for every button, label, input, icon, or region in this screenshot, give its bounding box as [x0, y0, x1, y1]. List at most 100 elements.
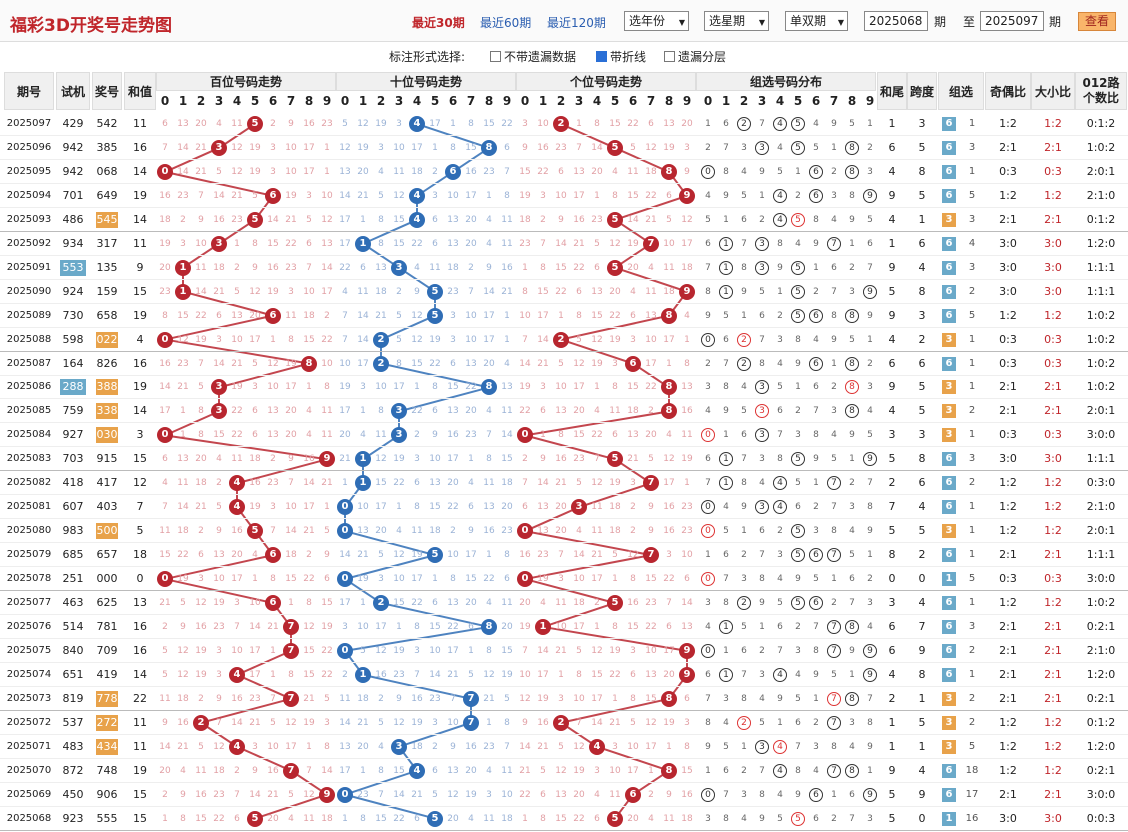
group-type-box: 3 — [942, 428, 956, 443]
miss-count: 19 — [429, 334, 441, 345]
bigsmall-cell: 3:0 — [1044, 811, 1062, 825]
miss-count: 15 — [375, 813, 387, 824]
link-recent-120[interactable]: 最近120期 — [547, 16, 606, 30]
miss-count: 12 — [393, 717, 405, 728]
miss-count: 19 — [627, 238, 639, 249]
miss-count: 1 — [648, 765, 654, 776]
miss-count: 12 — [393, 550, 405, 561]
checkbox-icon[interactable] — [490, 51, 501, 62]
checkbox-icon[interactable] — [664, 51, 675, 62]
miss-count: 15 — [393, 598, 405, 608]
tail-cell: 5 — [888, 811, 896, 825]
miss-count: 20 — [627, 813, 639, 824]
group-type-box: 6 — [942, 140, 956, 155]
group-miss: 7 — [705, 262, 711, 273]
miss-count: 23 — [519, 238, 531, 249]
miss-count: 17 — [285, 382, 297, 393]
prize-cell: 649 — [96, 188, 118, 202]
miss-count: 3 — [432, 190, 438, 201]
group-hit: 4 — [773, 188, 787, 203]
miss-count: 4 — [486, 598, 492, 608]
group-miss: 5 — [849, 119, 855, 129]
hit-digit: 1 — [355, 451, 371, 468]
prize-cell: 417 — [96, 476, 118, 490]
span-cell: 8 — [918, 164, 926, 178]
miss-count: 14 — [249, 789, 261, 800]
miss-count: 20 — [465, 598, 477, 608]
hit-digit: 6 — [265, 187, 281, 204]
road-cell: 1:1:1 — [1086, 284, 1116, 298]
miss-count: 19 — [159, 238, 171, 249]
select-oddeven-issue[interactable]: 单双期 — [785, 11, 848, 31]
miss-count: 11 — [591, 502, 603, 513]
miss-count: 3 — [414, 454, 420, 465]
road-cell: 0:1:2 — [1086, 117, 1116, 130]
road-cell: 3:0:0 — [1086, 572, 1116, 586]
group-hit: 0 — [701, 787, 715, 802]
road-cell: 3:0:0 — [1086, 428, 1116, 442]
select-year[interactable]: 选年份 — [624, 11, 689, 31]
miss-count: 4 — [540, 598, 546, 608]
tail-cell: 5 — [888, 452, 896, 466]
test-cell: 251 — [62, 572, 84, 586]
miss-count: 7 — [558, 550, 564, 561]
oddeven-cell: 0:3 — [999, 356, 1017, 370]
miss-count: 12 — [447, 789, 459, 800]
tail-cell: 4 — [888, 164, 896, 178]
bigsmall-cell: 2:1 — [1044, 643, 1062, 657]
option-layered[interactable]: 遗漏分层 — [664, 48, 726, 65]
miss-count: 10 — [681, 550, 693, 561]
miss-count: 18 — [573, 598, 585, 608]
query-button[interactable]: 查看 — [1078, 12, 1116, 31]
issue-cell: 2025082 — [6, 477, 52, 489]
from-issue-input[interactable]: 2025068 — [864, 11, 928, 31]
group-type-box: 6 — [942, 643, 956, 658]
miss-count: 16 — [681, 406, 693, 417]
span-cell: 1 — [918, 739, 926, 753]
option-no-miss[interactable]: 不带遗漏数据 — [490, 48, 576, 65]
group-hit: 5 — [791, 548, 805, 563]
miss-count: 2 — [342, 669, 348, 680]
miss-count: 6 — [576, 286, 582, 297]
miss-count: 3 — [612, 358, 618, 369]
header-group-digit: 1 — [721, 94, 731, 108]
header-units-digit: 0 — [520, 94, 530, 108]
miss-count: 13 — [663, 119, 675, 129]
hit-digit: 8 — [661, 403, 677, 420]
to-issue-input[interactable]: 2025097 — [980, 11, 1044, 31]
miss-count: 20 — [591, 166, 603, 177]
group-miss: 4 — [759, 693, 765, 704]
miss-count: 1 — [360, 406, 366, 417]
miss-count: 17 — [357, 358, 369, 369]
tail-cell: 1 — [888, 236, 896, 250]
group-miss-value: 18 — [965, 764, 979, 776]
select-week[interactable]: 选星期 — [704, 11, 769, 31]
group-miss: 7 — [723, 574, 729, 585]
group-miss: 7 — [777, 430, 783, 441]
miss-count: 8 — [504, 717, 510, 728]
hit-digit: 7 — [283, 762, 299, 779]
miss-count: 5 — [594, 238, 600, 249]
group-type-box: 6 — [942, 236, 956, 251]
miss-count: 3 — [306, 190, 312, 201]
miss-count: 20 — [645, 430, 657, 441]
option-polyline[interactable]: 带折线 — [596, 48, 646, 65]
miss-count: 17 — [303, 166, 315, 177]
miss-count: 4 — [684, 310, 690, 321]
bigsmall-cell: 1:2 — [1044, 596, 1062, 609]
checkbox-checked-icon[interactable] — [596, 51, 607, 62]
miss-count: 23 — [159, 286, 171, 297]
table-row: 2025083 703 915 15 5 8 3:0 3:0 1:1:1 6 13 20 4 11 18 2 9… — [0, 447, 1128, 472]
tail-cell: 8 — [888, 548, 896, 562]
header-group-digit: 6 — [811, 94, 821, 108]
link-recent-30[interactable]: 最近30期 — [412, 16, 465, 30]
miss-count: 8 — [684, 358, 690, 369]
group-miss: 3 — [813, 741, 819, 752]
miss-count: 20 — [195, 119, 207, 129]
prize-cell: 748 — [96, 763, 118, 777]
hit-digit: 5 — [607, 211, 623, 228]
oddeven-cell: 3:0 — [999, 452, 1017, 466]
miss-count: 12 — [267, 358, 279, 369]
hit-digit: 2 — [373, 595, 389, 611]
link-recent-60[interactable]: 最近60期 — [480, 16, 532, 30]
